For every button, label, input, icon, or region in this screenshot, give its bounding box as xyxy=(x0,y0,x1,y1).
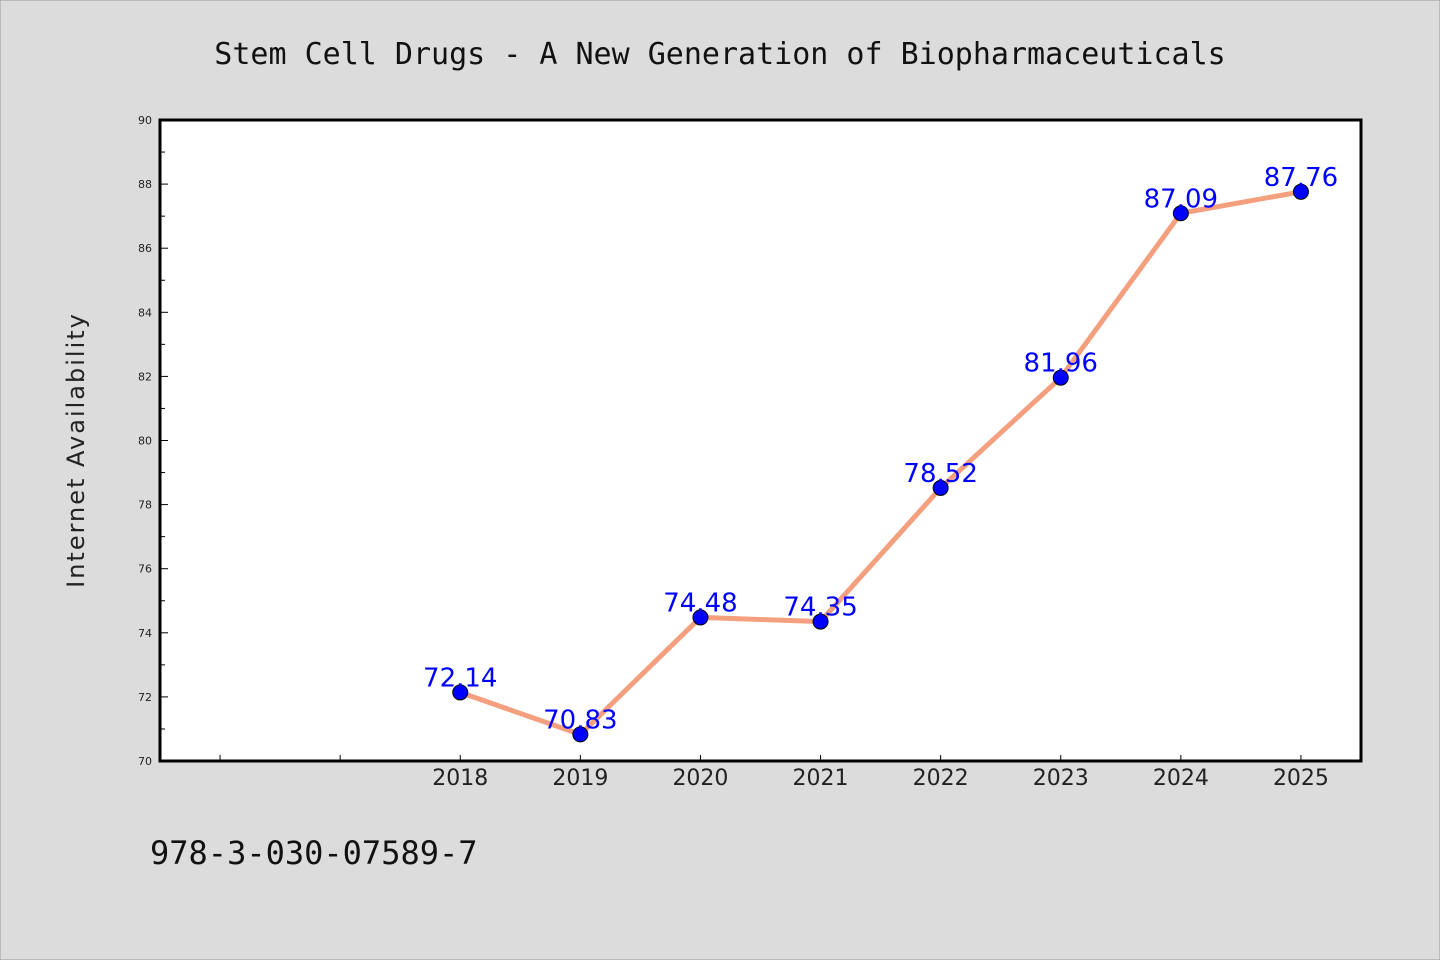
x-tick-label: 2018 xyxy=(432,766,488,791)
data-label: 81.96 xyxy=(1024,349,1098,379)
y-tick-label: 78 xyxy=(138,499,152,512)
data-point xyxy=(932,479,949,496)
y-axis-label: Internet Availability xyxy=(62,312,90,588)
markers-group xyxy=(452,183,1309,743)
x-tick-label: 2024 xyxy=(1153,766,1209,791)
y-tick-label: 72 xyxy=(138,691,152,704)
series-line xyxy=(457,189,1304,737)
x-tick-label: 2019 xyxy=(552,766,608,791)
y-tick-label: 88 xyxy=(138,178,152,191)
y-tick-label: 76 xyxy=(138,563,152,576)
x-tick-label: 2020 xyxy=(672,766,728,791)
y-tick-label: 70 xyxy=(138,755,152,768)
data-labels-group: 72.14 70.83 74.48 74.35 78.52 81.96 87.09 87.76 xyxy=(423,163,1338,736)
data-point xyxy=(452,684,469,701)
data-label: 74.48 xyxy=(663,588,737,618)
series-line-group xyxy=(457,189,1304,737)
y-tick-label: 86 xyxy=(138,242,152,255)
data-label: 87.09 xyxy=(1144,184,1218,214)
x-axis: 2018 2019 2020 2021 2022 2023 2024 2025 xyxy=(219,755,1329,791)
chart-title: Stem Cell Drugs - A New Generation of Bi… xyxy=(214,37,1225,72)
y-tick-label: 84 xyxy=(138,306,152,319)
y-tick-label: 74 xyxy=(138,627,152,640)
y-tick-label: 90 xyxy=(138,114,152,127)
data-label: 72.14 xyxy=(423,663,497,693)
x-tick-label: 2021 xyxy=(793,766,849,791)
data-label: 70.83 xyxy=(543,705,617,735)
data-point xyxy=(812,613,829,630)
y-tick-label: 80 xyxy=(138,435,152,448)
data-label: 87.76 xyxy=(1264,163,1338,193)
data-label: 74.35 xyxy=(783,593,857,623)
data-point xyxy=(1292,183,1309,200)
x-tick-label: 2025 xyxy=(1273,766,1329,791)
isbn-text: 978-3-030-07589-7 xyxy=(150,834,478,872)
y-tick-label: 82 xyxy=(138,370,152,383)
x-tick-label: 2023 xyxy=(1033,766,1089,791)
data-label: 78.52 xyxy=(903,459,977,489)
data-point xyxy=(1172,205,1189,222)
data-point xyxy=(572,726,589,743)
data-point xyxy=(1052,369,1069,386)
x-tick-label: 2022 xyxy=(913,766,969,791)
y-axis: 70 72 74 76 78 80 82 84 86 88 90 xyxy=(138,114,168,768)
data-point xyxy=(692,609,709,626)
plot-area xyxy=(158,118,1363,763)
